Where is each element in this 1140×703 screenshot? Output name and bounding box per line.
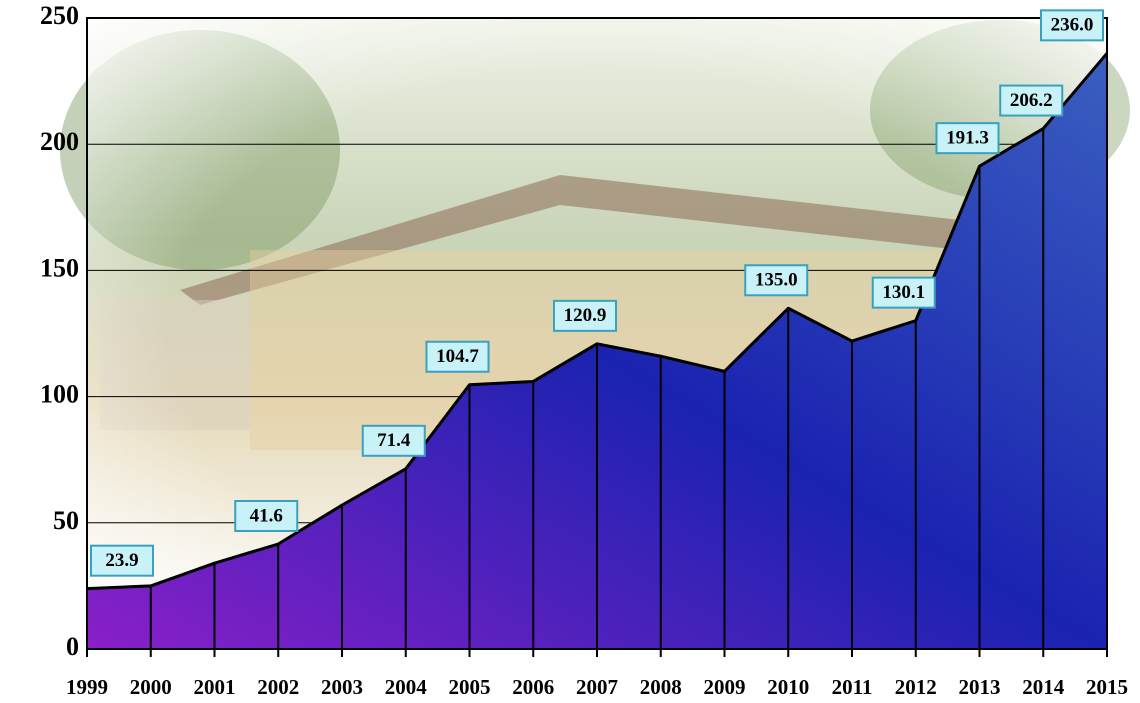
value-label-box xyxy=(871,276,936,309)
value-label: 71.4 xyxy=(377,430,411,451)
x-tick-label: 2003 xyxy=(321,675,363,699)
x-tick-label: 2013 xyxy=(959,675,1001,699)
value-label-box xyxy=(935,122,1000,155)
value-label-box xyxy=(361,424,426,457)
value-label: 236.0 xyxy=(1051,15,1094,36)
line xyxy=(86,52,1109,591)
x-tick-label: 2000 xyxy=(130,675,172,699)
x-tick-label: 2005 xyxy=(449,675,491,699)
x-tick-label: 2004 xyxy=(385,675,428,699)
y-tick-label: 250 xyxy=(40,1,79,30)
value-label-box xyxy=(90,544,154,577)
value-label: 41.6 xyxy=(250,505,283,526)
value-label: 191.3 xyxy=(946,128,989,149)
x-tick-label: 2007 xyxy=(576,675,618,699)
value-label-box xyxy=(1040,9,1104,42)
x-tick-label: 2006 xyxy=(512,675,554,699)
y-tick-label: 200 xyxy=(40,127,79,156)
value-label: 104.7 xyxy=(436,346,479,367)
value-label: 206.2 xyxy=(1010,90,1053,111)
value-label-box xyxy=(744,264,809,297)
value-label: 23.9 xyxy=(105,550,138,571)
x-tick-label: 2015 xyxy=(1086,675,1128,699)
value-label-box xyxy=(234,500,299,533)
value-label-box xyxy=(425,340,490,373)
x-tick-label: 2010 xyxy=(767,675,809,699)
x-tick-label: 2002 xyxy=(257,675,299,699)
x-tick-label: 2001 xyxy=(194,675,236,699)
x-tick-label: 2008 xyxy=(640,675,682,699)
value-label-box xyxy=(553,299,617,332)
y-tick-label: 150 xyxy=(40,253,79,282)
value-label: 130.1 xyxy=(882,282,925,303)
value-label: 120.9 xyxy=(564,305,607,326)
y-tick-label: 0 xyxy=(66,632,79,661)
x-tick-label: 1999 xyxy=(66,675,108,699)
y-tick-label: 100 xyxy=(40,380,79,409)
value-label-box xyxy=(999,84,1064,117)
x-tick-label: 2009 xyxy=(704,675,746,699)
x-tick-label: 2014 xyxy=(1022,675,1065,699)
value-label: 135.0 xyxy=(755,270,798,291)
x-tick-label: 2012 xyxy=(895,675,937,699)
x-tick-label: 2011 xyxy=(832,675,873,699)
y-tick-label: 50 xyxy=(53,506,79,535)
